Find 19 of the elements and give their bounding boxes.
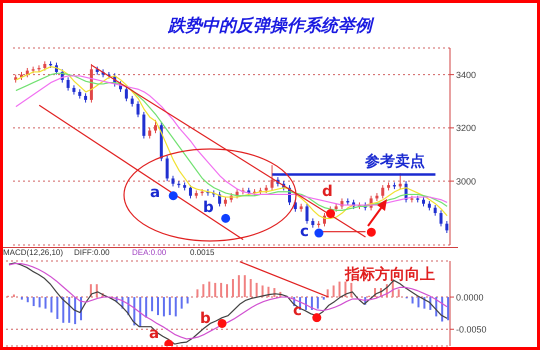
text: DEA:0.00 [132,248,166,257]
annotation: b [200,309,211,327]
y-tick-label: 3000 [456,176,476,186]
y-tick-label: 3200 [456,123,476,134]
annotation: c [293,301,302,319]
annotation: 参考卖点 [365,152,425,170]
text: 0.0015 [190,248,214,257]
annotation: c [300,222,309,240]
annotation: b [203,198,214,216]
annotation: d [322,182,333,200]
annotation: a [149,324,160,342]
y-tick-label: 3400 [456,70,476,80]
chart-title: 跌势中的反弹操作系统举例 [168,16,372,36]
text: DIFF:0.00 [74,248,110,257]
annotation: 指标方向向上 [345,265,435,283]
y-tick-label: 0.0000 [456,292,484,302]
text: MACD(12,26,10) [3,248,64,257]
y-tick-label: -0.0050 [456,324,487,334]
annotation: a [150,183,160,201]
